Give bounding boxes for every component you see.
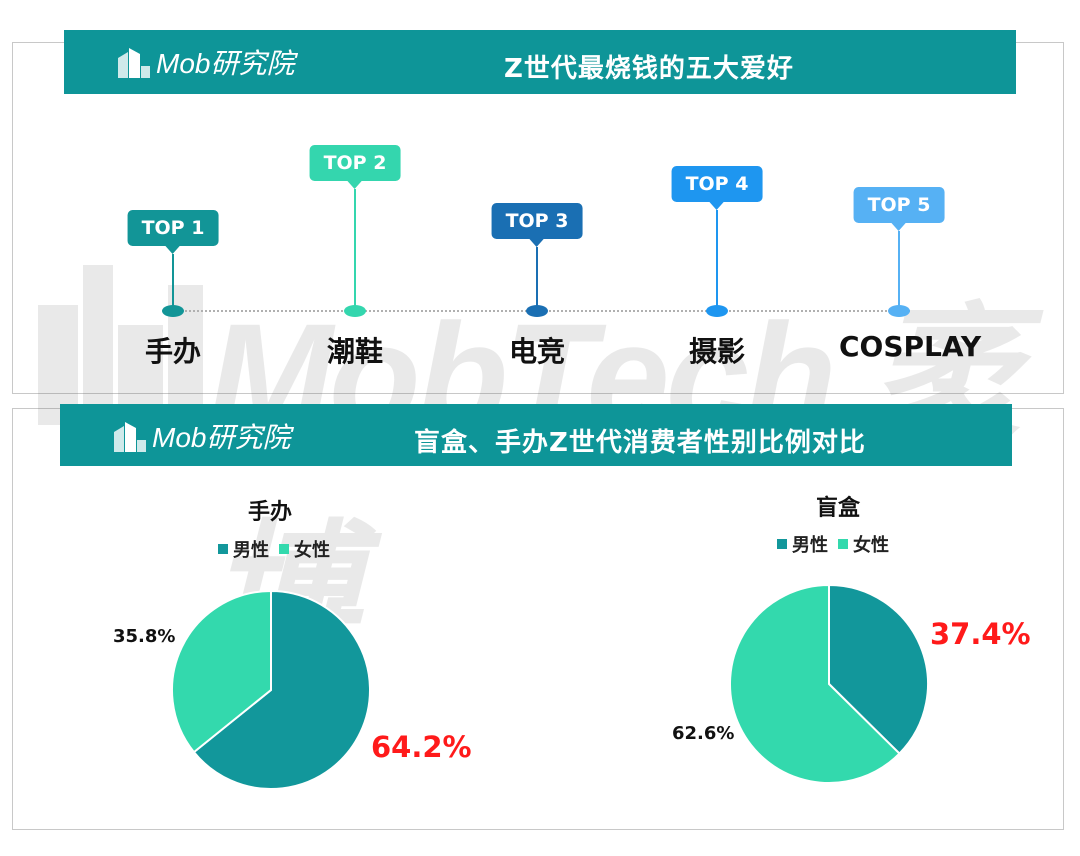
legend-item-female: 女性 — [838, 531, 889, 557]
pie-title-figures: 手办 — [247, 500, 293, 525]
logo-text: Mob研究院 — [156, 48, 295, 79]
legend-label: 女性 — [294, 540, 330, 561]
pie-label-blindbox-male: 37.4% — [930, 617, 1031, 651]
pie-slice-male — [828, 583, 929, 755]
legend-swatch-male — [777, 539, 787, 549]
legend-label: 女性 — [853, 535, 889, 556]
legend-item-male: 男性 — [777, 531, 828, 557]
hobby-name: COSPLAY — [839, 330, 982, 363]
legend-swatch-female — [838, 539, 848, 549]
pie-title-blindbox: 盲盒 — [815, 496, 861, 521]
rank-stem — [536, 247, 538, 306]
rank-tag: TOP 5 — [853, 187, 945, 231]
rank-stem — [354, 189, 356, 306]
top-banner: Mob研究院 Z世代最烧钱的五大爱好 — [64, 30, 1016, 94]
rank-stem — [898, 231, 900, 306]
top-section-title: Z世代最烧钱的五大爱好 — [504, 54, 794, 84]
pie-chart-figures — [171, 589, 371, 790]
building-logo-icon — [118, 48, 150, 78]
rank-stem — [716, 210, 718, 306]
bottom-section-title: 盲盒、手办Z世代消费者性别比例对比 — [414, 428, 866, 458]
bottom-banner: Mob研究院 盲盒、手办Z世代消费者性别比例对比 — [60, 404, 1012, 466]
legend-swatch-female — [279, 544, 289, 554]
rank-tag: TOP 2 — [309, 145, 401, 189]
logo: Mob研究院 — [112, 416, 290, 456]
rank-tag: TOP 1 — [127, 210, 219, 254]
logo: Mob研究院 — [116, 42, 294, 82]
pie-label-figures-female: 35.8% — [113, 626, 176, 647]
logo-text: Mob研究院 — [152, 422, 291, 453]
timeline-dot — [526, 305, 548, 317]
pie-chart-blindbox — [729, 583, 929, 784]
hobby-name: 手办 — [144, 335, 201, 368]
pie-slice-female — [729, 583, 901, 784]
legend-figures: 男性 女性 — [213, 536, 335, 562]
legend-blindbox: 男性 女性 — [772, 531, 894, 557]
rank-tag: TOP 4 — [671, 166, 763, 210]
legend-item-male: 男性 — [218, 536, 269, 562]
timeline-dot — [162, 305, 184, 317]
building-logo-icon — [114, 422, 146, 452]
hobby-name: 摄影 — [688, 335, 745, 368]
timeline-dot — [344, 305, 366, 317]
rank-tag: TOP 3 — [491, 203, 583, 247]
pie-label-blindbox-female: 62.6% — [672, 723, 735, 744]
legend-label: 男性 — [233, 540, 269, 561]
pie-slice-female — [171, 589, 272, 754]
legend-item-female: 女性 — [279, 536, 330, 562]
pie-label-figures-male: 64.2% — [371, 730, 472, 764]
timeline-dot — [706, 305, 728, 317]
rank-stem — [172, 254, 174, 306]
legend-swatch-male — [218, 544, 228, 554]
hobby-name: 电竞 — [508, 335, 565, 368]
timeline-dot — [888, 305, 910, 317]
hobby-name: 潮鞋 — [326, 335, 383, 368]
legend-label: 男性 — [792, 535, 828, 556]
pie-slice-male — [192, 589, 371, 790]
